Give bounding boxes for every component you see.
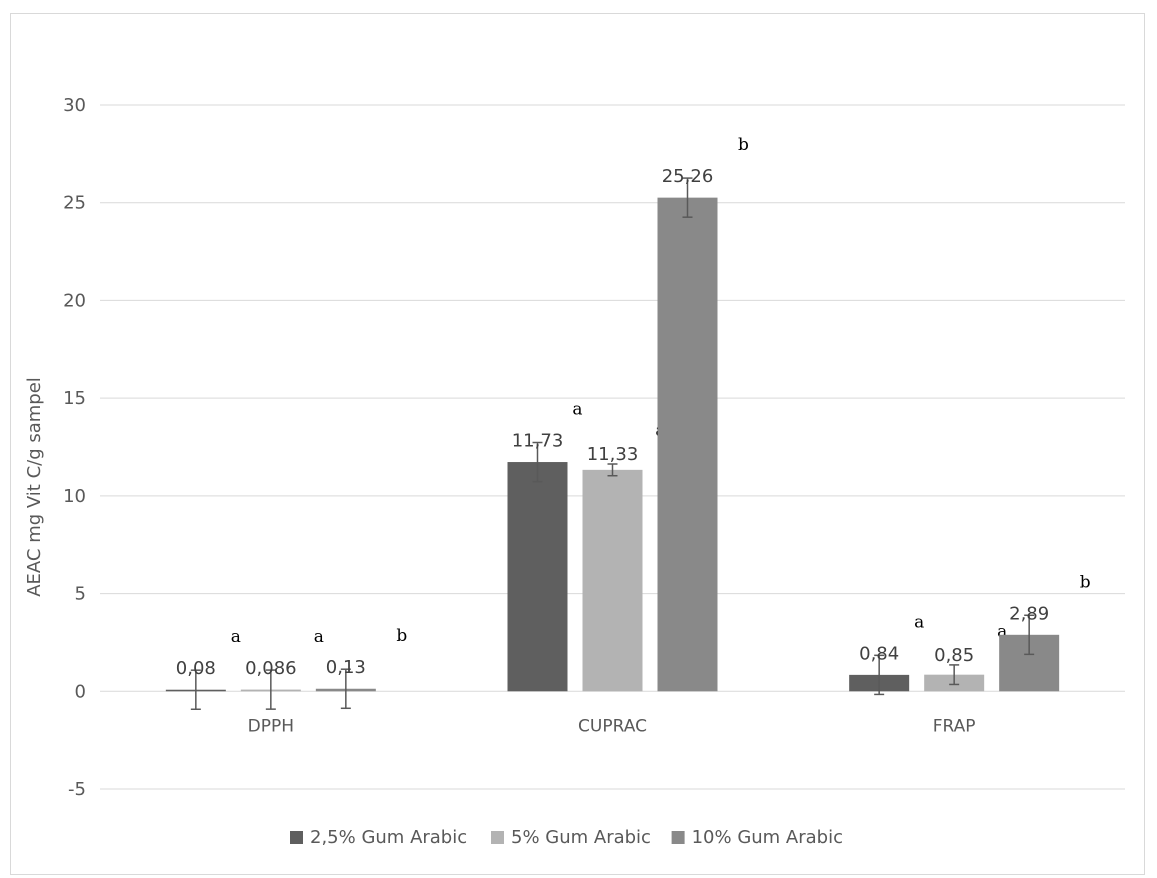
y-axis-title: AEAC mg Vit C/g sampel: [24, 377, 45, 597]
significance-letter: b: [738, 135, 749, 155]
legend-swatch: [671, 831, 685, 844]
y-tick-label: 20: [63, 290, 86, 311]
y-tick-label: 10: [63, 486, 86, 507]
data-label: 0,08: [176, 658, 216, 679]
data-label: 11,73: [512, 431, 564, 452]
x-category-label: DPPH: [248, 716, 294, 736]
data-label: 0,84: [859, 643, 899, 664]
data-label: 0,13: [326, 657, 366, 678]
data-label: 0,85: [934, 645, 974, 666]
bar-cuprac-series-1: [507, 462, 568, 692]
significance-letter: b: [1080, 572, 1091, 592]
legend-swatch: [491, 831, 504, 844]
x-category-label: CUPRAC: [578, 716, 647, 736]
data-label: 25,26: [662, 166, 714, 187]
chart-frame: [10, 13, 1145, 875]
data-label: 0,086: [245, 658, 297, 679]
y-tick-label: 30: [63, 95, 86, 116]
significance-letter: a: [572, 400, 582, 420]
y-tick-label: -5: [68, 779, 86, 800]
bar-cuprac-series-3: [657, 197, 718, 692]
y-tick-label: 15: [63, 388, 86, 409]
data-label: 2,89: [1009, 603, 1049, 624]
significance-letter: b: [396, 626, 407, 646]
legend-label: 2,5% Gum Arabic: [310, 827, 467, 848]
x-category-label: FRAP: [933, 716, 976, 736]
legend-label: 5% Gum Arabic: [511, 827, 651, 848]
significance-letter: a: [314, 627, 324, 647]
y-tick-label: 25: [63, 193, 86, 214]
significance-letter: a: [997, 622, 1007, 642]
y-tick-label: 0: [75, 681, 86, 702]
bar-cuprac-series-2: [582, 469, 643, 692]
significance-letter: a: [914, 612, 924, 632]
y-tick-label: 5: [75, 584, 86, 605]
significance-letter: a: [231, 627, 241, 647]
legend-swatch: [290, 831, 303, 844]
legend-label: 10% Gum Arabic: [692, 827, 843, 848]
data-label: 11,33: [587, 444, 639, 465]
